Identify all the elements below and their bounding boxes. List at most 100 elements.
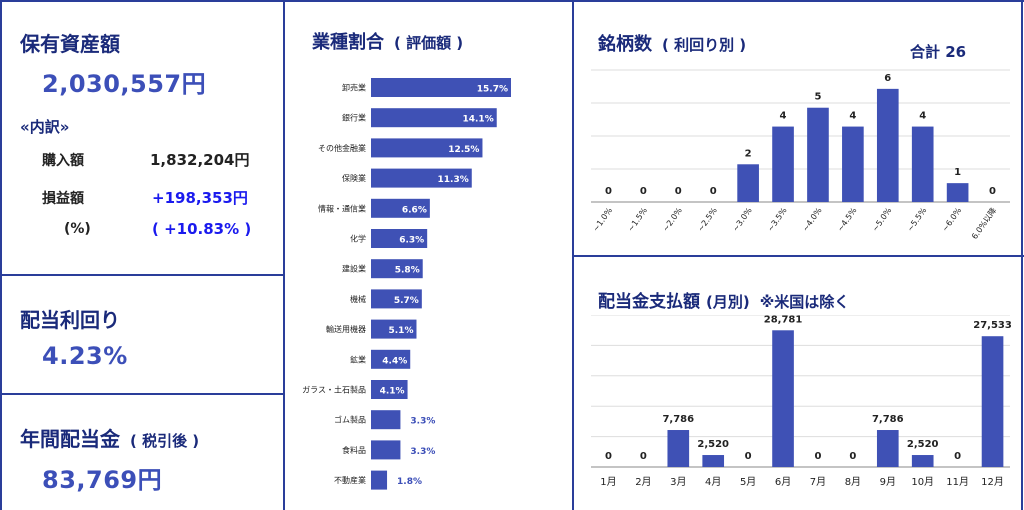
pct-label: (%) bbox=[64, 221, 91, 237]
bar-value-label: 5 bbox=[814, 92, 821, 103]
bar bbox=[772, 330, 794, 467]
x-tick-label: ~3.0% bbox=[731, 206, 754, 234]
sector-category-label: その他金融業 bbox=[318, 143, 366, 153]
x-tick-label: ~2.0% bbox=[661, 206, 684, 234]
x-tick-label: ~5.5% bbox=[905, 206, 928, 234]
bar bbox=[876, 430, 899, 467]
bar bbox=[981, 336, 1004, 467]
x-tick-label: 3月 bbox=[670, 476, 686, 488]
x-tick-label: 9月 bbox=[880, 476, 896, 488]
pct-value: ( +10.83% ) bbox=[152, 220, 252, 238]
annual-title-sub: ( 税引後 ) bbox=[130, 432, 200, 450]
x-tick-label: 6月 bbox=[775, 476, 791, 488]
bar bbox=[737, 164, 759, 202]
sector-value-label: 3.3% bbox=[410, 447, 435, 457]
x-tick-label: ~5.0% bbox=[871, 206, 894, 234]
monthly-title-note: ※米国は除く bbox=[759, 293, 850, 311]
bar bbox=[667, 430, 690, 467]
annual-title-main: 年間配当金 bbox=[20, 427, 120, 451]
bar-value-label: 0 bbox=[814, 451, 821, 462]
monthly-chart: 0 1月 0 2月 7,786 3月 2,520 4月 0 5月 28,781 6月 0 7月 0 8月 7,7… bbox=[591, 315, 1012, 488]
count-chart-title: 銘柄数 ( 利回り別 ) bbox=[598, 30, 746, 56]
bar-value-label: 4 bbox=[919, 111, 926, 122]
x-tick-label: ~1.0% bbox=[591, 206, 614, 234]
bar-value-label: 4 bbox=[849, 111, 856, 122]
x-tick-label: 2月 bbox=[635, 476, 651, 488]
bar-value-label: 1 bbox=[954, 167, 961, 178]
sector-value-label: 1.8% bbox=[397, 477, 422, 487]
sector-bar bbox=[371, 410, 401, 430]
x-tick-label: ~2.5% bbox=[696, 206, 719, 234]
sector-bar bbox=[371, 108, 497, 128]
sector-bar bbox=[371, 440, 401, 460]
x-tick-label: ~6.0% bbox=[940, 206, 963, 234]
frame-divider-1 bbox=[283, 0, 285, 510]
x-tick-label: 6.0%以降 bbox=[969, 205, 998, 240]
sector-bar bbox=[371, 198, 430, 218]
assets-title: 保有資産額 bbox=[20, 32, 120, 56]
sector-bar bbox=[371, 470, 388, 490]
frame-left-h2 bbox=[0, 393, 284, 395]
sector-bar bbox=[371, 380, 408, 399]
sector-value-label: 5.7% bbox=[394, 296, 419, 306]
monthly-title-sub: (月別) bbox=[706, 293, 750, 311]
x-tick-label: 8月 bbox=[845, 476, 861, 488]
bar-value-label: 4 bbox=[780, 111, 787, 122]
sector-category-label: 卸売業 bbox=[342, 83, 366, 93]
sector-value-label: 14.1% bbox=[462, 115, 493, 125]
sector-category-label: ゴム製品 bbox=[334, 415, 366, 425]
sector-category-label: 食料品 bbox=[342, 445, 366, 455]
x-tick-label: 7月 bbox=[810, 476, 826, 488]
frame-left bbox=[0, 0, 2, 510]
sector-category-label: 情報・通信業 bbox=[318, 203, 366, 213]
x-tick-label: 1月 bbox=[600, 476, 616, 488]
bar-value-label: 28,781 bbox=[764, 315, 803, 325]
bar-value-label: 6 bbox=[884, 73, 891, 84]
sector-value-label: 6.3% bbox=[399, 236, 424, 246]
sector-bar bbox=[371, 78, 511, 97]
bar-value-label: 0 bbox=[710, 186, 717, 197]
frame-top bbox=[0, 0, 1024, 2]
bar-value-label: 0 bbox=[605, 451, 612, 462]
sector-category-label: ガラス・土石製品 bbox=[302, 385, 366, 395]
bar-value-label: 0 bbox=[640, 186, 647, 197]
bar-value-label: 27,533 bbox=[973, 320, 1012, 331]
x-tick-label: ~4.5% bbox=[836, 206, 859, 234]
sector-category-label: 保険業 bbox=[342, 173, 366, 183]
x-tick-label: 12月 bbox=[981, 476, 1004, 488]
purchase-value: 1,832,204円 bbox=[150, 151, 250, 169]
x-tick-label: 5月 bbox=[740, 476, 756, 488]
sector-value-label: 3.3% bbox=[410, 417, 435, 427]
sector-bar bbox=[371, 259, 423, 279]
sector-category-label: 銀行業 bbox=[342, 113, 366, 123]
sector-bar bbox=[371, 229, 428, 248]
bar-value-label: 0 bbox=[675, 186, 682, 197]
breakdown-title: «内訳» bbox=[20, 118, 70, 136]
x-tick-label: 11月 bbox=[946, 476, 969, 488]
frame-left-h1 bbox=[0, 274, 284, 276]
yield-value: 4.23% bbox=[42, 342, 128, 370]
sector-title-main: 業種割合 bbox=[312, 32, 384, 53]
bar-value-label: 0 bbox=[640, 451, 647, 462]
sector-category-label: 不動産業 bbox=[334, 475, 366, 485]
count-title-sub: ( 利回り別 ) bbox=[662, 36, 747, 54]
sector-value-label: 5.1% bbox=[389, 326, 414, 336]
x-tick-label: ~1.5% bbox=[626, 206, 649, 234]
annual-title: 年間配当金 ( 税引後 ) bbox=[20, 423, 199, 452]
assets-value: 2,030,557円 bbox=[42, 70, 207, 98]
sector-category-label: 輸送用機器 bbox=[326, 324, 366, 334]
bar-value-label: 0 bbox=[745, 451, 752, 462]
sector-bar bbox=[371, 168, 472, 188]
bar bbox=[911, 126, 934, 202]
sector-category-label: 建設業 bbox=[342, 264, 366, 274]
sector-value-label: 4.4% bbox=[382, 356, 407, 366]
count-title-main: 銘柄数 bbox=[598, 34, 652, 55]
bar bbox=[946, 183, 969, 202]
bar-value-label: 0 bbox=[954, 451, 961, 462]
annual-value: 83,769円 bbox=[42, 466, 163, 494]
bar bbox=[807, 107, 829, 202]
sector-chart-title: 業種割合 ( 評価額 ) bbox=[312, 28, 463, 54]
sector-category-label: 鉱業 bbox=[350, 354, 366, 364]
sector-bar bbox=[371, 349, 411, 369]
x-tick-label: ~4.0% bbox=[801, 206, 824, 234]
